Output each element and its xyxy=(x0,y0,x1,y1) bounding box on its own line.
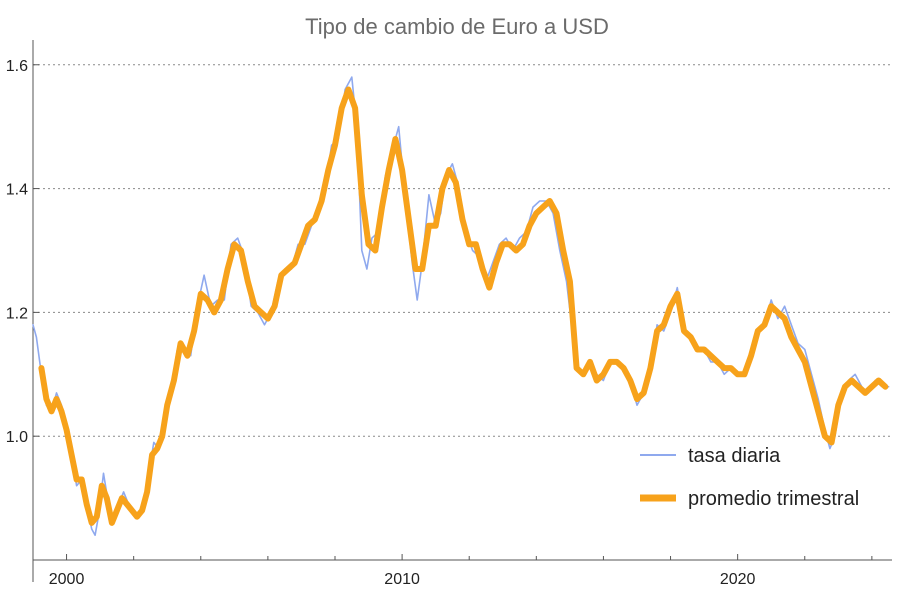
legend: tasa diaria promedio trimestral xyxy=(640,445,859,510)
x-tick-label: 2010 xyxy=(384,571,420,588)
legend-label-daily: tasa diaria xyxy=(688,445,781,467)
x-tick-label: 2000 xyxy=(49,571,85,588)
y-tick-label: 1.0 xyxy=(6,429,28,446)
grid-lines xyxy=(33,64,892,561)
chart-title: Tipo de cambio de Euro a USD xyxy=(305,14,609,39)
axis-ticks: 1.0 1.2 1.4 1.6 2000 2010 2020 xyxy=(6,58,873,588)
series-line-quarterly-average xyxy=(38,86,889,526)
series-layer xyxy=(32,76,890,537)
axes xyxy=(32,40,892,582)
y-tick-label: 1.2 xyxy=(6,305,28,322)
y-tick-label: 1.6 xyxy=(6,58,28,75)
x-tick-label: 2020 xyxy=(720,571,756,588)
legend-label-quarterly: promedio trimestral xyxy=(688,488,859,510)
y-tick-label: 1.4 xyxy=(6,182,28,199)
